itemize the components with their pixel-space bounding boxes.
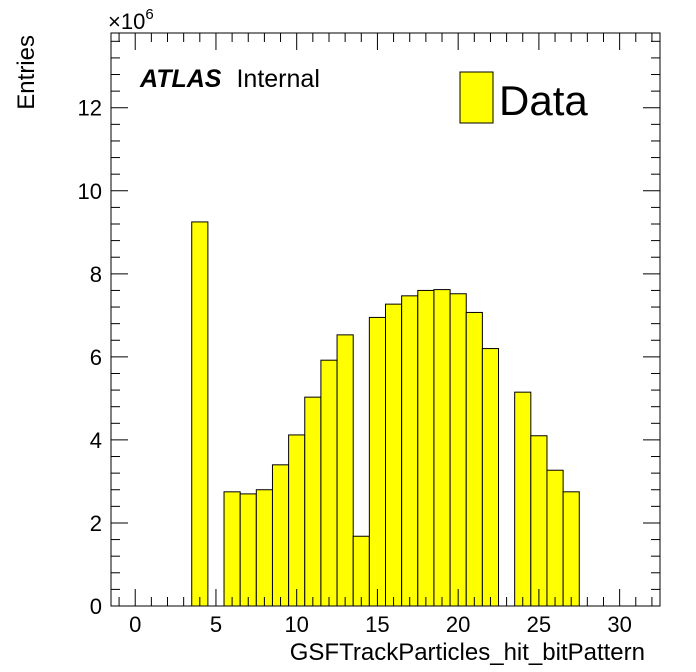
histogram-bar [368,316,386,607]
x-tick-label: 20 [446,612,470,637]
axis-ticks [111,33,660,607]
y-multiplier-base: ×10 [108,9,145,34]
histogram-bar [385,303,403,607]
histogram-bar [352,535,370,607]
plot-frame-group [110,32,661,607]
y-axis-label: Entries [13,35,40,110]
histogram-bar [336,334,354,607]
y-multiplier-label: ×106 [108,6,154,34]
legend-swatch [459,71,494,124]
histogram-bar [433,289,451,607]
histogram-bar [481,348,500,607]
atlas-bold-label: ATLAS [139,65,222,93]
histogram-bar [223,491,241,607]
histogram-bar [288,434,306,607]
histogram-bar [465,311,483,607]
histogram-bar [449,293,467,607]
x-tick-labels: 0 5 10 15 20 25 30 [129,612,632,637]
x-tick-label: 10 [284,612,308,637]
histogram-bar [562,491,580,607]
y-tick-label: 4 [90,428,102,453]
y-tick-label: 10 [78,179,102,204]
histogram-bar [514,391,532,607]
y-tick-label: 8 [90,262,102,287]
histogram-bar [255,489,273,607]
histogram-bar [304,396,322,607]
histogram-bar [320,359,338,607]
histogram-bar [239,493,257,607]
histogram-bar [401,295,419,607]
y-multiplier-exponent: 6 [145,6,153,23]
plot-frame [110,32,661,607]
legend-label: Data [499,77,588,124]
y-tick-label: 2 [90,511,102,536]
atlas-label: ATLAS Internal [139,65,320,93]
y-tick-label: 0 [90,594,102,619]
histogram-bar [530,435,548,607]
histogram-bar [271,464,290,607]
x-axis-label: GSFTrackParticles_hit_bitPattern [290,639,645,666]
x-tick-label: 30 [607,612,631,637]
atlas-internal-label: Internal [236,65,319,93]
histogram-bar [191,221,209,607]
x-tick-label: 15 [365,612,389,637]
y-tick-label: 6 [90,345,102,370]
histogram-bars [191,221,580,607]
x-tick-label: 0 [129,612,141,637]
histogram-bar [417,289,435,607]
histogram-bar [546,469,564,607]
x-tick-label: 5 [210,612,222,637]
x-tick-label: 25 [527,612,551,637]
y-tick-label: 12 [78,96,102,121]
y-tick-labels: 0 2 4 6 8 10 12 [78,96,102,619]
